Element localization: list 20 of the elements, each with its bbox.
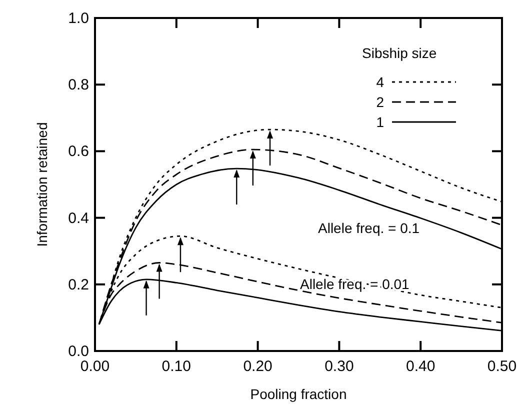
x-tick-label: 0.10	[162, 358, 191, 375]
legend-label: 2	[376, 94, 384, 110]
y-tick-label: 0.0	[68, 343, 89, 360]
legend-title: Sibship size	[362, 45, 437, 61]
annotation: Allele freq. = 0.1	[318, 220, 420, 236]
legend-label: 4	[376, 74, 384, 90]
legend-label: 1	[376, 114, 384, 130]
x-axis-title: Pooling fraction	[250, 386, 347, 402]
y-tick-label: 0.4	[68, 210, 89, 227]
y-tick-label: 0.2	[68, 276, 89, 294]
x-tick-label: 0.20	[243, 358, 272, 375]
y-tick-label: 1.0	[68, 10, 89, 27]
x-tick-label: 0.40	[406, 358, 436, 375]
annotation: Allele freq. = 0.01	[300, 276, 410, 292]
y-tick-label: 0.6	[68, 143, 89, 160]
x-tick-label: 0.30	[324, 358, 354, 375]
y-tick-label: 0.8	[68, 76, 89, 94]
y-axis-title: Information retained	[34, 122, 50, 247]
x-tick-label: 0.50	[487, 358, 517, 375]
x-tick-label: 0.00	[80, 358, 110, 375]
